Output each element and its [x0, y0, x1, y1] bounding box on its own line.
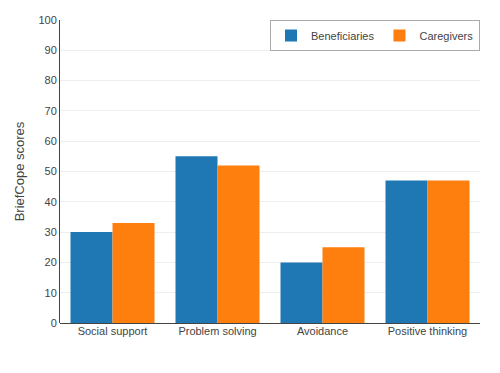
svg-text:70: 70 [45, 105, 57, 117]
svg-text:Avoidance: Avoidance [297, 325, 348, 337]
svg-text:Caregivers: Caregivers [419, 30, 473, 42]
svg-text:30: 30 [45, 226, 57, 238]
svg-text:Beneficiaries: Beneficiaries [311, 30, 374, 42]
svg-text:50: 50 [45, 165, 57, 177]
svg-text:90: 90 [45, 44, 57, 56]
svg-text:Problem solving: Problem solving [178, 325, 256, 337]
svg-text:100: 100 [38, 14, 56, 26]
svg-text:60: 60 [45, 135, 57, 147]
svg-text:80: 80 [45, 74, 57, 86]
svg-text:20: 20 [45, 256, 57, 268]
svg-text:Social support: Social support [78, 325, 148, 337]
svg-text:10: 10 [45, 287, 57, 299]
svg-text:40: 40 [45, 196, 57, 208]
svg-text:0: 0 [51, 317, 57, 329]
svg-text:BriefCope scores: BriefCope scores [12, 121, 27, 221]
svg-text:Positive thinking: Positive thinking [388, 325, 468, 337]
